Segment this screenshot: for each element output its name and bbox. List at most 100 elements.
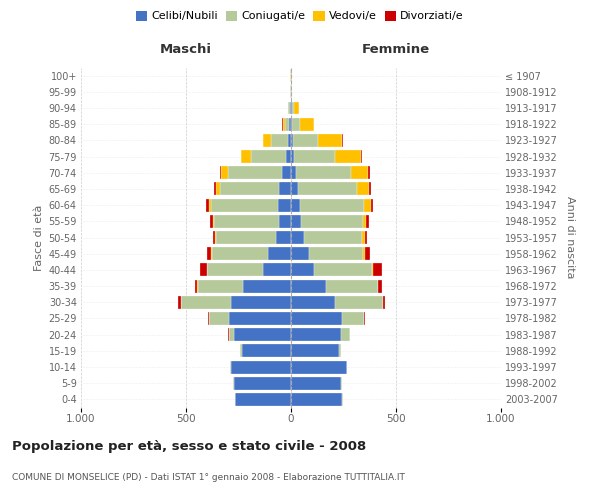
Bar (233, 376, 235, 390)
Bar (290, 102, 291, 114)
Bar (363, 247, 365, 260)
Bar (294, 150, 335, 163)
Bar (207, 247, 211, 260)
Bar (263, 264, 291, 276)
Bar (291, 231, 304, 244)
Bar (197, 280, 242, 292)
Bar (335, 150, 361, 163)
Bar (291, 344, 340, 358)
Bar (343, 312, 364, 325)
Bar (289, 118, 291, 130)
Bar (341, 328, 350, 341)
Bar (209, 198, 211, 211)
Bar (291, 150, 294, 163)
Bar (293, 134, 319, 147)
Bar (351, 166, 368, 179)
Bar (365, 247, 370, 260)
Bar (300, 198, 364, 211)
Y-axis label: Fasce di età: Fasce di età (34, 204, 44, 270)
Bar (242, 344, 291, 358)
Bar (292, 118, 301, 130)
Bar (291, 134, 293, 147)
Bar (364, 312, 365, 325)
Bar (220, 166, 221, 179)
Y-axis label: Anni di nascita: Anni di nascita (565, 196, 575, 279)
Bar (215, 231, 217, 244)
Bar (362, 215, 367, 228)
Bar (211, 198, 278, 211)
Bar (209, 312, 229, 325)
Bar (229, 312, 291, 325)
Bar (301, 118, 314, 130)
Bar (210, 215, 212, 228)
Bar (216, 182, 220, 196)
Bar (371, 198, 373, 211)
Bar (280, 182, 291, 196)
Bar (281, 166, 291, 179)
Bar (291, 312, 343, 325)
Text: Femmine: Femmine (362, 43, 430, 56)
Bar (291, 198, 300, 211)
Bar (291, 166, 296, 179)
Bar (291, 328, 341, 341)
Bar (288, 134, 291, 147)
Bar (372, 264, 373, 276)
Bar (291, 376, 341, 390)
Bar (335, 296, 383, 308)
Bar (241, 150, 251, 163)
Bar (292, 102, 294, 114)
Bar (213, 231, 215, 244)
Bar (214, 215, 280, 228)
Bar (217, 231, 277, 244)
Bar (362, 231, 365, 244)
Bar (383, 296, 385, 308)
Bar (367, 215, 369, 228)
Bar (212, 215, 214, 228)
Bar (283, 118, 285, 130)
Bar (271, 134, 288, 147)
Bar (291, 264, 314, 276)
Bar (242, 280, 291, 292)
Bar (368, 182, 371, 196)
Bar (291, 215, 301, 228)
Bar (291, 247, 308, 260)
Bar (212, 247, 268, 260)
Bar (278, 198, 291, 211)
Bar (296, 166, 351, 179)
Bar (304, 231, 362, 244)
Bar (221, 166, 228, 179)
Bar (291, 360, 347, 374)
Bar (206, 198, 209, 211)
Bar (181, 296, 231, 308)
Bar (314, 264, 372, 276)
Bar (364, 198, 371, 211)
Bar (340, 344, 341, 358)
Text: Maschi: Maschi (160, 43, 212, 56)
Bar (286, 150, 291, 163)
Text: Popolazione per età, sesso e stato civile - 2008: Popolazione per età, sesso e stato civil… (12, 440, 366, 453)
Bar (291, 118, 292, 130)
Bar (229, 328, 235, 341)
Bar (308, 247, 363, 260)
Bar (263, 134, 271, 147)
Bar (326, 280, 378, 292)
Bar (268, 247, 291, 260)
Bar (235, 393, 291, 406)
Bar (208, 312, 209, 325)
Bar (214, 182, 216, 196)
Bar (280, 215, 291, 228)
Bar (356, 182, 368, 196)
Bar (231, 360, 291, 374)
Bar (373, 264, 382, 276)
Bar (235, 328, 291, 341)
Bar (220, 182, 280, 196)
Bar (178, 296, 181, 308)
Bar (285, 118, 289, 130)
Bar (294, 102, 299, 114)
Bar (298, 182, 356, 196)
Bar (235, 376, 291, 390)
Bar (277, 231, 291, 244)
Bar (211, 247, 212, 260)
Bar (228, 166, 281, 179)
Bar (231, 296, 291, 308)
